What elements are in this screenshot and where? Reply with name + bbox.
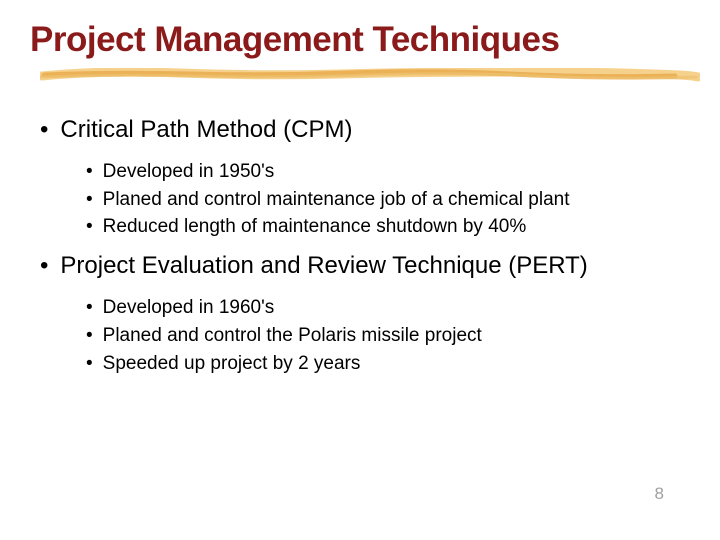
bullet-icon: • [86, 159, 93, 185]
list-item: • Planed and control the Polaris missile… [86, 323, 690, 349]
page-number: 8 [655, 484, 664, 504]
bullet-text: Planed and control maintenance job of a … [103, 187, 570, 213]
bullet-text: Developed in 1950's [103, 159, 275, 185]
brush-stroke-icon [40, 68, 700, 82]
bullet-icon: • [86, 214, 93, 240]
list-item: • Reduced length of maintenance shutdown… [86, 214, 690, 240]
slide: Project Management Techniques • Critical… [0, 0, 720, 540]
sub-bullet-list: • Developed in 1950's • Planed and contr… [40, 159, 690, 240]
bullet-text: Reduced length of maintenance shutdown b… [103, 214, 527, 240]
bullet-icon: • [86, 295, 93, 321]
bullet-icon: • [86, 351, 93, 377]
bullet-text: Critical Path Method (CPM) [60, 114, 352, 145]
bullet-list: • Project Evaluation and Review Techniqu… [40, 250, 690, 281]
slide-content: • Critical Path Method (CPM) • Developed… [30, 114, 690, 376]
list-item: • Planed and control maintenance job of … [86, 187, 690, 213]
bullet-text: Speeded up project by 2 years [103, 351, 361, 377]
bullet-text: Planed and control the Polaris missile p… [103, 323, 482, 349]
slide-title: Project Management Techniques [30, 20, 690, 60]
list-item: • Project Evaluation and Review Techniqu… [40, 250, 690, 281]
list-item: • Developed in 1950's [86, 159, 690, 185]
list-item: • Speeded up project by 2 years [86, 351, 690, 377]
list-item: • Developed in 1960's [86, 295, 690, 321]
bullet-icon: • [40, 114, 48, 145]
bullet-icon: • [86, 187, 93, 213]
bullet-text: Project Evaluation and Review Technique … [60, 250, 587, 281]
sub-bullet-list: • Developed in 1960's • Planed and contr… [40, 295, 690, 376]
title-underline [40, 68, 700, 82]
bullet-list: • Critical Path Method (CPM) [40, 114, 690, 145]
bullet-icon: • [86, 323, 93, 349]
bullet-text: Developed in 1960's [103, 295, 275, 321]
list-item: • Critical Path Method (CPM) [40, 114, 690, 145]
bullet-icon: • [40, 250, 48, 281]
